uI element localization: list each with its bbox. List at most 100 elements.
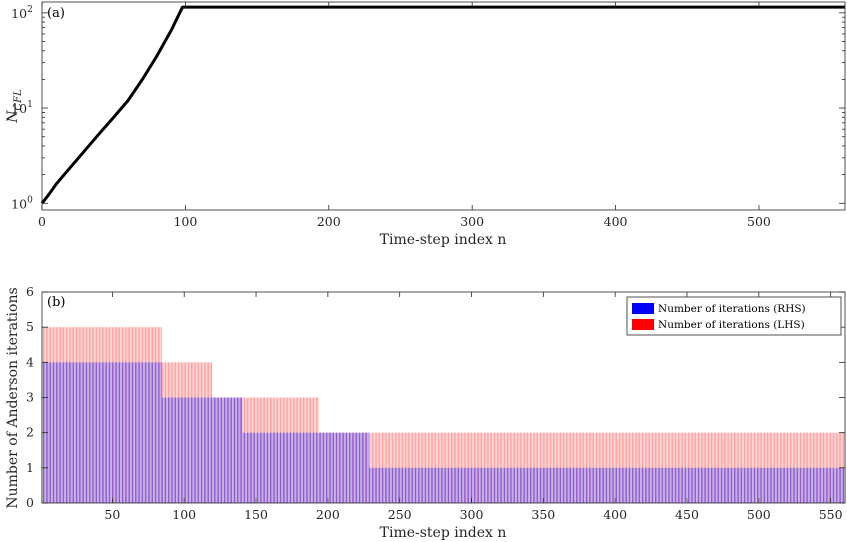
bar — [804, 467, 806, 503]
bar — [48, 362, 50, 503]
bar — [667, 467, 669, 503]
bar — [145, 362, 146, 503]
bar — [119, 362, 120, 503]
legend-label-rhs: Number of iterations (RHS) — [658, 303, 806, 315]
bar — [268, 432, 270, 503]
panel-b-x-ticks: 50 100 150 200 250 300 350 400 450 500 550 — [104, 292, 843, 522]
bar — [810, 467, 811, 503]
panel-a-y-ticks: 100 101 102 — [11, 5, 845, 211]
bar — [808, 467, 810, 503]
bar — [494, 467, 495, 503]
bar — [209, 397, 211, 503]
bar — [396, 467, 398, 503]
bar — [111, 362, 113, 503]
bar — [825, 467, 827, 503]
bar — [347, 432, 349, 503]
bar — [353, 432, 355, 503]
bar — [610, 467, 612, 503]
bar — [813, 467, 814, 503]
bar — [591, 467, 593, 503]
bar — [264, 432, 266, 503]
bar — [245, 432, 247, 503]
panel-b-y-ticks: 0 1 2 3 4 5 6 — [26, 284, 845, 510]
bar — [762, 467, 764, 503]
bar — [719, 467, 721, 503]
bar — [657, 467, 659, 503]
bar — [178, 397, 179, 503]
bar — [354, 432, 356, 503]
bar — [611, 467, 613, 503]
bar — [133, 362, 135, 503]
bar — [254, 432, 255, 503]
bar — [252, 432, 254, 503]
panel-b-label: (b) — [47, 295, 65, 310]
bar — [606, 467, 607, 503]
panel-a-axes-box — [41, 1, 846, 211]
bar — [68, 362, 70, 503]
bar — [593, 467, 595, 503]
bar — [242, 432, 244, 503]
legend-box — [626, 296, 842, 336]
bar — [96, 362, 97, 503]
bar — [117, 362, 119, 503]
bar — [807, 467, 809, 503]
bar — [182, 397, 184, 503]
bar — [471, 467, 472, 503]
panel-a-x-axis-title: Time-step index n — [380, 232, 507, 248]
bar — [787, 467, 788, 503]
bar — [478, 467, 480, 503]
bar — [323, 432, 324, 503]
bar — [532, 467, 534, 503]
bar — [107, 362, 109, 503]
bar — [113, 362, 115, 503]
bar — [380, 467, 382, 503]
bar — [561, 467, 563, 503]
bar — [165, 397, 166, 503]
bar — [443, 467, 445, 503]
bar — [162, 397, 164, 503]
bar — [415, 467, 416, 503]
bar — [310, 432, 312, 503]
bar — [366, 432, 368, 503]
bar — [660, 467, 662, 503]
bar — [351, 432, 353, 503]
bar — [327, 432, 329, 503]
bar — [840, 467, 842, 503]
bar — [278, 432, 280, 503]
bar — [320, 432, 322, 503]
bar — [683, 467, 685, 503]
bar — [565, 467, 567, 503]
y-tick-label: 100 — [11, 195, 33, 211]
bar — [326, 432, 327, 503]
bar — [779, 467, 781, 503]
y-tick-label: 0 — [26, 495, 34, 510]
bar — [231, 397, 233, 503]
bar — [349, 432, 350, 503]
bar — [137, 362, 139, 503]
bar — [690, 467, 692, 503]
bar — [509, 467, 511, 503]
bar — [557, 467, 559, 503]
bar — [169, 397, 171, 503]
bar — [754, 467, 755, 503]
bar — [317, 432, 319, 503]
bar — [249, 432, 251, 503]
bar — [157, 362, 159, 503]
bar — [440, 467, 442, 503]
bar — [239, 397, 241, 503]
bar — [455, 467, 457, 503]
bar — [469, 467, 471, 503]
bar — [637, 467, 639, 503]
bar — [129, 362, 131, 503]
bar — [130, 362, 132, 503]
bar — [502, 467, 504, 503]
bar — [251, 432, 253, 503]
bar — [374, 467, 376, 503]
bar — [106, 362, 108, 503]
bar — [695, 467, 696, 503]
bar — [462, 467, 464, 503]
bar — [614, 467, 616, 503]
bar — [742, 467, 744, 503]
bar — [226, 397, 228, 503]
bar — [367, 432, 369, 503]
